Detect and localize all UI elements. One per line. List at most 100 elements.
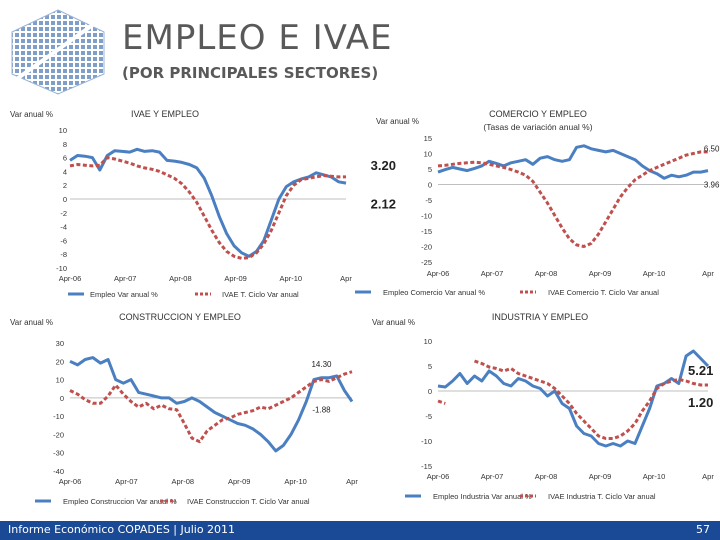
data-label: 5.21 — [688, 363, 713, 378]
chart-subtitle: (Tasas de variación anual %) — [483, 122, 592, 132]
y-axis-label: Var anual % — [10, 318, 53, 327]
y-axis-label: Var anual % — [10, 110, 53, 119]
x-tick-label: Apr — [702, 472, 714, 481]
chart-title: COMERCIO Y EMPLEO — [489, 109, 587, 119]
x-tick-label: Apr-06 — [427, 472, 450, 481]
x-tick-label: Apr-07 — [481, 472, 504, 481]
legend-entry: IVAE Comercio T. Ciclo Var anual — [520, 288, 659, 297]
y-tick-label: -25 — [421, 258, 432, 267]
y-tick-label: 4 — [63, 167, 67, 176]
footer-text: Informe Económico COPADES | Julio 2011 — [8, 523, 236, 536]
x-tick-label: Apr-08 — [169, 274, 192, 283]
data-label: 6.50 — [704, 145, 720, 154]
legend-entry: Empleo Comercio Var anual % — [355, 288, 485, 297]
y-tick-label: 10 — [424, 337, 432, 346]
x-tick-label: Apr-08 — [172, 477, 195, 486]
x-tick-label: Apr-10 — [280, 274, 303, 283]
series-empleo-line — [437, 144, 709, 180]
y-tick-label: 10 — [56, 376, 64, 385]
y-tick-label: 0 — [428, 181, 432, 190]
series-ivae-line — [437, 359, 708, 440]
legend-label: IVAE Construccion T. Ciclo Var anual — [187, 497, 310, 506]
series-ivae-line — [437, 150, 708, 248]
y-tick-label: -40 — [53, 467, 64, 476]
x-tick-label: Apr-08 — [535, 269, 558, 278]
legend-entry: IVAE T. Ciclo Var anual — [195, 290, 299, 299]
y-tick-label: -8 — [60, 250, 67, 259]
x-tick-label: Apr-06 — [59, 274, 82, 283]
legend-entry: Empleo Var anual % — [68, 290, 158, 299]
legend-entry: Empleo Industria Var anual % — [405, 492, 532, 501]
page-title: EMPLEO E IVAE — [122, 18, 393, 58]
copades-logo — [11, 9, 105, 95]
y-tick-label: -15 — [421, 227, 432, 236]
legend-label: Empleo Comercio Var anual % — [383, 288, 485, 297]
y-tick-label: -5 — [425, 412, 432, 421]
y-tick-label: -10 — [56, 264, 67, 273]
data-label: 14.30 — [311, 360, 332, 369]
y-tick-label: 5 — [428, 165, 432, 174]
y-tick-label: -10 — [421, 437, 432, 446]
y-tick-label: 30 — [56, 339, 64, 348]
legend-label: IVAE Industria T. Ciclo Var anual — [548, 492, 656, 501]
x-tick-label: Apr-09 — [228, 477, 251, 486]
y-tick-label: 8 — [63, 140, 67, 149]
footer-bar — [0, 521, 720, 540]
x-tick-label: Apr — [346, 477, 358, 486]
x-tick-label: Apr-08 — [535, 472, 558, 481]
x-tick-label: Apr — [340, 274, 352, 283]
x-tick-label: Apr-07 — [114, 274, 137, 283]
x-tick-label: Apr-10 — [643, 269, 666, 278]
y-tick-label: 6 — [63, 154, 67, 163]
legend-label: IVAE T. Ciclo Var anual — [222, 290, 299, 299]
y-tick-label: -30 — [53, 449, 64, 458]
y-tick-label: 20 — [56, 357, 64, 366]
page-number: 57 — [696, 523, 710, 536]
y-tick-label: -10 — [53, 412, 64, 421]
y-tick-label: -5 — [425, 196, 432, 205]
y-tick-label: -4 — [60, 223, 67, 232]
y-tick-label: 10 — [59, 126, 67, 135]
x-tick-label: Apr-09 — [589, 472, 612, 481]
chart-title: CONSTRUCCION Y EMPLEO — [119, 312, 241, 322]
y-tick-label: -15 — [421, 462, 432, 471]
legend-entry: IVAE Industria T. Ciclo Var anual — [520, 492, 656, 501]
legend-label: Empleo Var anual % — [90, 290, 158, 299]
x-tick-label: Apr-10 — [284, 477, 307, 486]
data-label: 1.20 — [688, 395, 713, 410]
series-empleo-line — [69, 356, 354, 453]
page-subtitle: (POR PRINCIPALES SECTORES) — [122, 64, 379, 82]
x-tick-label: Apr-10 — [643, 472, 666, 481]
x-tick-label: Apr-06 — [427, 269, 450, 278]
x-tick-label: Apr — [702, 269, 714, 278]
data-label: -1.88 — [312, 405, 331, 414]
x-tick-label: Apr-09 — [589, 269, 612, 278]
y-tick-label: -2 — [60, 209, 67, 218]
x-tick-label: Apr-09 — [224, 274, 247, 283]
series-empleo-line — [69, 147, 347, 258]
x-tick-label: Apr-07 — [115, 477, 138, 486]
x-tick-label: Apr-06 — [59, 477, 82, 486]
y-axis-label: Var anual % — [376, 117, 419, 126]
legend-entry: IVAE Construccion T. Ciclo Var anual — [160, 497, 310, 506]
chart-3: Var anual % CONSTRUCCION Y EMPLEO -40 -30 -2… — [10, 312, 358, 506]
chart-1: Var anual % IVAE Y EMPLEO -10 -8 -6 -4 -2 0 2 4 6 8… — [10, 109, 396, 299]
chart-4: Var anual % INDUSTRIA Y EMPLEO -15 -10 -5 0 5 1… — [372, 312, 714, 501]
y-axis-label: Var anual % — [372, 318, 415, 327]
x-tick-label: Apr-07 — [481, 269, 504, 278]
chart-title: IVAE Y EMPLEO — [131, 109, 199, 119]
y-tick-label: 2 — [63, 181, 67, 190]
y-tick-label: 5 — [428, 362, 432, 371]
y-tick-label: 15 — [424, 134, 432, 143]
y-tick-label: 0 — [428, 387, 432, 396]
y-tick-label: 0 — [60, 394, 64, 403]
y-tick-label: 0 — [63, 195, 67, 204]
legend-entry: Empleo Construccion Var anual % — [35, 497, 177, 506]
legend-label: Empleo Industria Var anual % — [433, 492, 532, 501]
series-ivae-line — [69, 156, 346, 260]
chart-title: INDUSTRIA Y EMPLEO — [492, 312, 588, 322]
y-tick-label: -6 — [60, 236, 67, 245]
data-label: 3.20 — [371, 158, 396, 173]
